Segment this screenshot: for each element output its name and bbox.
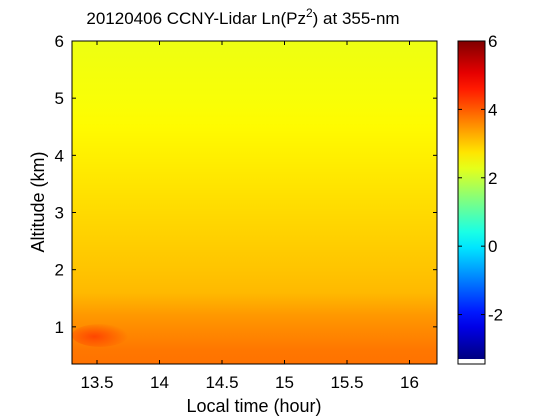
x-tick-label: 15.5 [330,373,363,392]
x-axis-ticks: 13.5 14 14.5 15 15.5 16 [80,41,419,392]
x-axis-label: Local time (hour) [186,396,321,416]
y-tick-label: 1 [55,318,64,337]
y-tick-label: 2 [55,261,64,280]
plot-frame [71,40,438,365]
colorbar-tick-label: 4 [488,100,497,119]
y-tick-label: 3 [55,204,64,223]
y-tick-label: 5 [55,89,64,108]
y-axis-label: Altitude (km) [28,151,48,252]
y-axis-ticks: 1 2 3 4 5 6 [55,32,437,337]
y-tick-label: 6 [55,32,64,51]
colorbar-tick-label: 2 [488,169,497,188]
colorbar-base [458,359,485,364]
heatmap-features [72,323,129,347]
x-tick-label: 14.5 [205,373,238,392]
chart-title: 20120406 CCNY-Lidar Ln(Pz2) at 355-nm [86,6,399,28]
colorbar-tick-label: 6 [488,32,497,51]
y-tick-label: 4 [55,146,64,165]
colorbar-tick-label: 0 [488,237,497,256]
x-tick-label: 16 [400,373,419,392]
colorbar [458,41,485,359]
heatmap-field [72,41,437,364]
x-tick-label: 15 [275,373,294,392]
x-tick-label: 13.5 [80,373,113,392]
heatmap-feature-0 [72,323,129,347]
x-tick-label: 14 [150,373,169,392]
colorbar-frame [457,40,486,365]
colorbar-tick-label: -2 [488,306,503,325]
colorbar-ticks: -2 0 2 4 6 [458,32,503,325]
